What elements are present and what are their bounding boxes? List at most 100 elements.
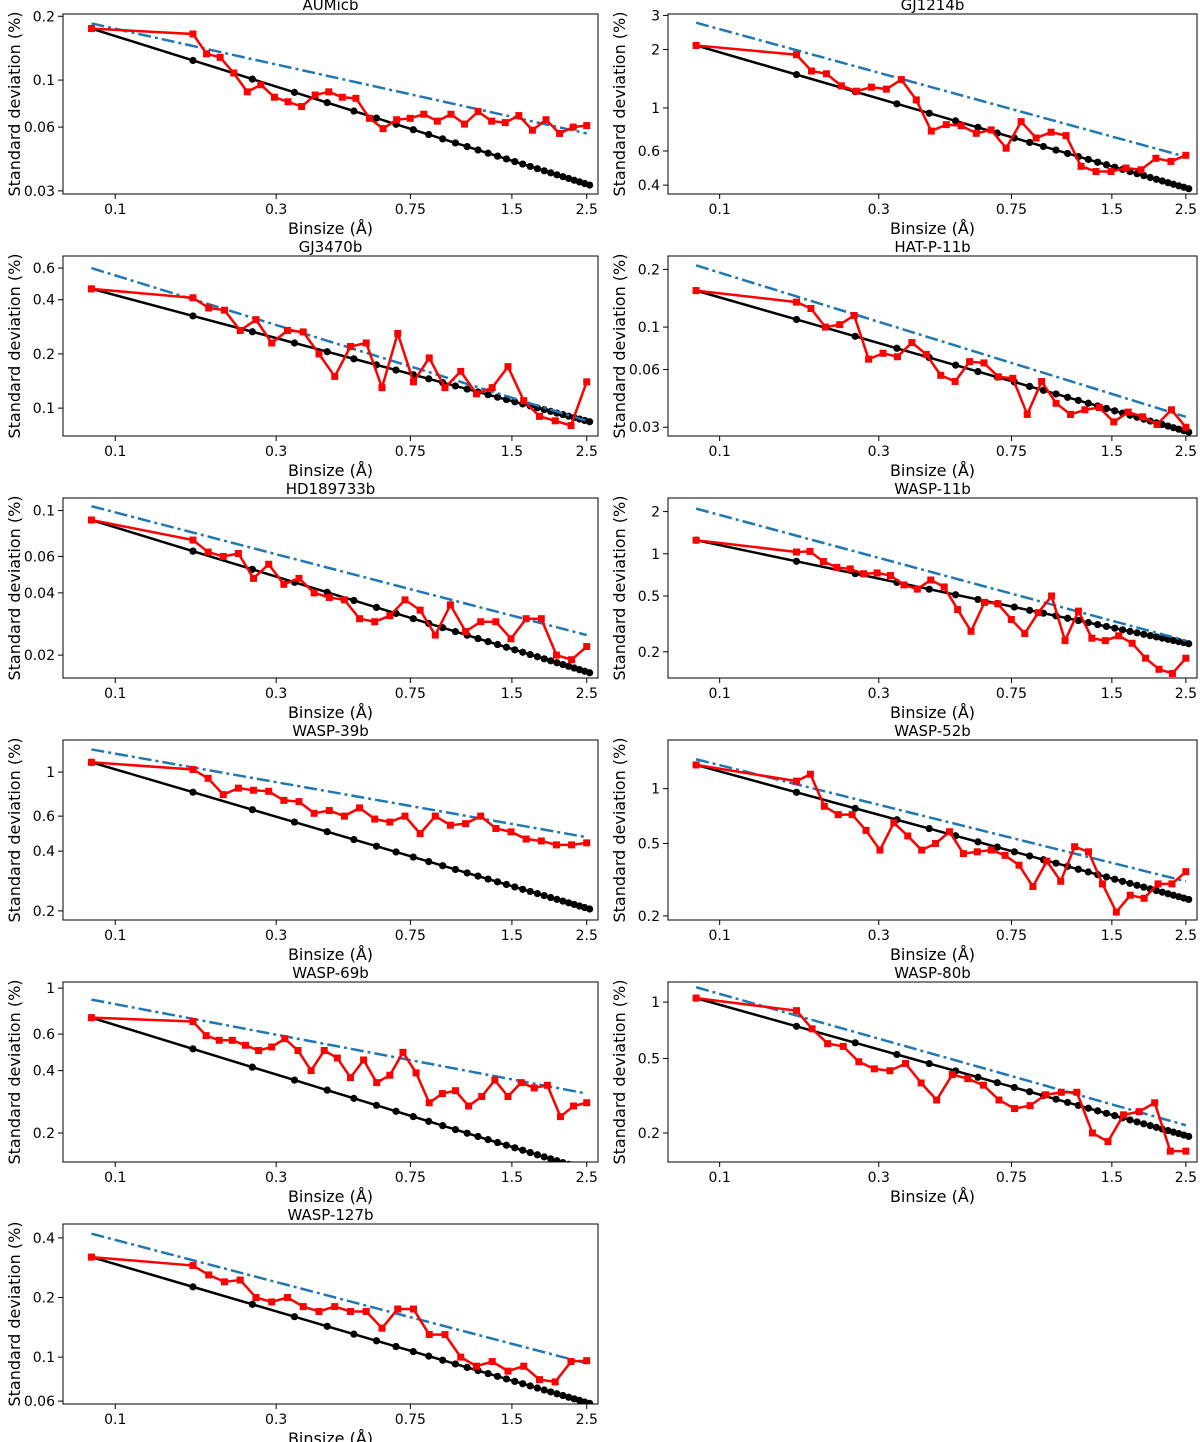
white-noise-point [565, 1160, 572, 1162]
observed-point [189, 30, 197, 38]
observed-point [913, 585, 921, 593]
observed-point [543, 1081, 551, 1089]
observed-point [994, 373, 1002, 381]
x-tick-label: 1.5 [1101, 202, 1123, 218]
y-axis-label: Standard deviation (%) [5, 11, 24, 196]
x-tick-label: 2.5 [576, 1170, 598, 1186]
subplot-hat-p-11b: HAT-P-11b 0.1 0.3 0.75 1.5 2.5 0.03 0.06 0.1 0.2 B… [610, 238, 1198, 480]
observed-point [283, 326, 291, 334]
white-noise-point [392, 848, 400, 856]
observed-point [1071, 843, 1079, 851]
white-noise-point [1064, 614, 1072, 622]
observed-point [474, 108, 482, 116]
y-tick-label: 0.2 [33, 904, 55, 920]
white-noise-point [451, 1125, 460, 1134]
observed-point [215, 1036, 223, 1044]
observed-point [87, 285, 95, 293]
white-noise-point [1158, 888, 1166, 896]
observed-point [1142, 654, 1150, 662]
observed-line [695, 996, 1186, 1153]
white-noise-point [792, 71, 801, 79]
observed-point [824, 1040, 832, 1048]
observed-point [406, 114, 414, 122]
observed-point [236, 326, 244, 334]
observed-point [893, 353, 901, 361]
observed-point [386, 818, 394, 826]
y-axis-label: Standard deviation (%) [610, 495, 629, 680]
white-noise-point [1039, 142, 1048, 151]
observed-point [967, 627, 975, 635]
white-noise-point [893, 1050, 901, 1059]
observed-point [241, 1041, 249, 1049]
observed-point [360, 1056, 368, 1064]
observed-point [416, 830, 424, 838]
white-noise-point [565, 662, 573, 670]
plot-frame [62, 497, 599, 679]
observed-point [307, 1067, 315, 1075]
observed-point [87, 1014, 95, 1022]
white-noise-point [540, 1153, 548, 1161]
white-noise-point [925, 109, 933, 117]
x-tick-label: 0.75 [996, 928, 1027, 944]
observed-point [1047, 128, 1055, 136]
observed-point [472, 1362, 480, 1370]
observed-point [488, 384, 496, 392]
x-axis-label: Binsize (Å) [288, 945, 373, 964]
observed-point [583, 643, 591, 651]
white-noise-point [1102, 1109, 1111, 1117]
y-tick-label: 0.1 [33, 73, 55, 89]
white-noise-point [451, 865, 460, 874]
observed-point [356, 615, 364, 623]
observed-point [425, 1331, 433, 1339]
observed-point [492, 824, 500, 832]
observed-point [568, 656, 576, 664]
observed-point [904, 832, 912, 840]
observed-point [834, 811, 842, 819]
observed-point [1015, 861, 1023, 869]
white-noise-point [493, 1138, 502, 1147]
observed-line [695, 538, 1187, 675]
white-noise-point [1185, 185, 1193, 193]
observed-point [918, 846, 926, 854]
observed-point [1081, 406, 1089, 414]
observed-point [1182, 1147, 1190, 1155]
observed-point [205, 1271, 213, 1279]
observed-point [283, 1294, 291, 1302]
observed-point [325, 807, 333, 815]
observed-point [1007, 615, 1015, 623]
observed-point [1135, 1108, 1143, 1116]
white-noise-point [547, 657, 555, 665]
observed-point [87, 516, 95, 524]
observed-point [1002, 144, 1010, 152]
white-noise-point [586, 905, 594, 913]
observed-point [886, 1067, 894, 1075]
observed-point [1095, 404, 1103, 412]
observed-point [333, 1054, 341, 1062]
observed-point [340, 812, 348, 820]
x-tick-label: 0.3 [868, 202, 890, 218]
x-tick-label: 0.3 [868, 928, 890, 944]
observed-point [386, 1071, 394, 1079]
white-noise-point [484, 875, 492, 883]
x-tick-label: 0.3 [868, 686, 890, 702]
y-tick-label: 0.1 [33, 1350, 55, 1366]
x-tick-label: 0.1 [104, 928, 126, 944]
observed-point [478, 1093, 486, 1101]
white-noise-point [189, 312, 197, 320]
observed-point [980, 598, 988, 606]
observed-point [1110, 418, 1118, 426]
x-axis-label: Binsize (Å) [288, 1429, 373, 1442]
white-noise-point [1052, 1095, 1060, 1103]
observed-point [515, 112, 523, 120]
observed-point [1182, 423, 1190, 431]
observed-line [695, 763, 1187, 915]
x-axis-label: Binsize (Å) [288, 219, 373, 238]
y-tick-label: 0.2 [638, 1126, 660, 1142]
subplot-wasp-80b: WASP-80b 0.1 0.3 0.75 1.5 2.5 0.2 0.5 1 Binsize (… [610, 964, 1198, 1206]
white-noise-point [586, 669, 594, 677]
x-tick-label: 1.5 [501, 928, 523, 944]
observed-point [491, 1076, 499, 1084]
white-noise-point [1146, 173, 1154, 182]
observed-point [848, 811, 856, 819]
observed-point [438, 1090, 446, 1098]
